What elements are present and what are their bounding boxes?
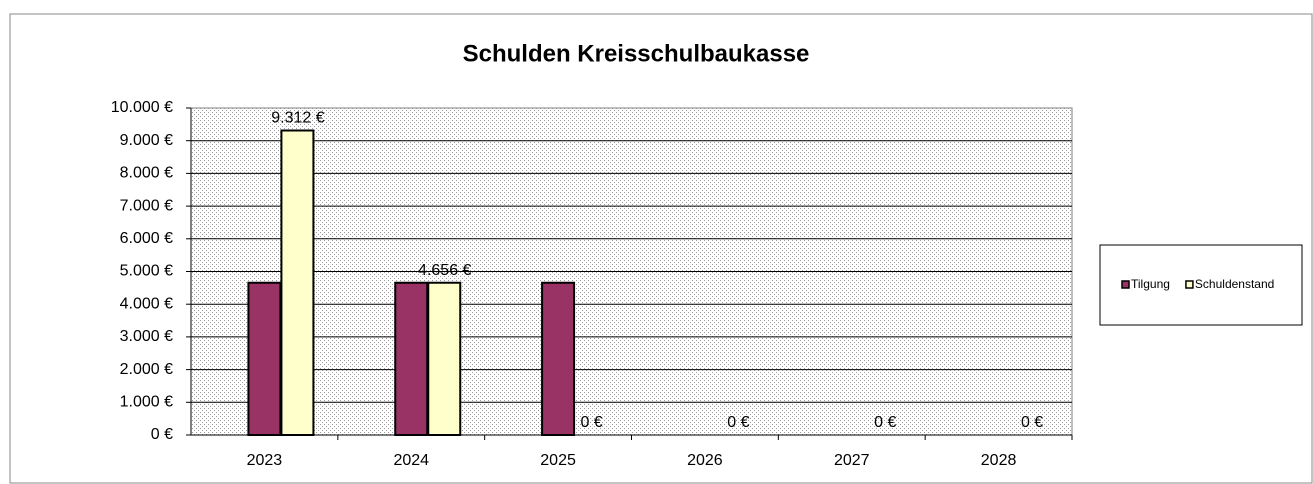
- y-tick-label: 5.000 €: [120, 263, 173, 280]
- y-tick-label: 9.000 €: [120, 132, 173, 149]
- y-tick-label: 7.000 €: [120, 197, 173, 214]
- legend: [1099, 244, 1303, 326]
- data-label: 0 €: [580, 414, 602, 431]
- chart-title: Schulden Kreisschulbaukasse: [463, 40, 810, 67]
- y-tick-label: 6.000 €: [120, 230, 173, 247]
- y-tick-label: 2.000 €: [120, 361, 173, 378]
- y-tick-label: 10.000 €: [111, 99, 173, 116]
- x-tick-label: 2024: [393, 452, 429, 469]
- legend-label: Tilgung: [1131, 277, 1170, 291]
- legend-label: Schuldenstand: [1195, 277, 1274, 291]
- x-tick-label: 2023: [247, 452, 283, 469]
- y-tick-label: 8.000 €: [120, 165, 173, 182]
- data-label: 0 €: [874, 414, 896, 431]
- y-tick-label: 1.000 €: [120, 394, 173, 411]
- bar: [541, 281, 576, 437]
- y-tick-label: 4.000 €: [120, 295, 173, 312]
- legend-swatch: [1185, 280, 1194, 289]
- data-label: 9.312 €: [271, 110, 324, 127]
- y-tick-label: 0 €: [151, 426, 173, 443]
- x-tick-label: 2026: [687, 452, 723, 469]
- bar: [427, 281, 462, 437]
- data-label: 0 €: [1021, 414, 1043, 431]
- x-tick-label: 2027: [834, 452, 870, 469]
- x-tick-label: 2025: [540, 452, 576, 469]
- data-label: 0 €: [727, 414, 749, 431]
- y-tick-label: 3.000 €: [120, 328, 173, 345]
- bar: [394, 281, 429, 437]
- x-tick-label: 2028: [981, 452, 1017, 469]
- legend-swatch: [1121, 280, 1130, 289]
- bar: [280, 129, 315, 437]
- bar: [247, 281, 282, 437]
- data-label: 4.656 €: [418, 262, 471, 279]
